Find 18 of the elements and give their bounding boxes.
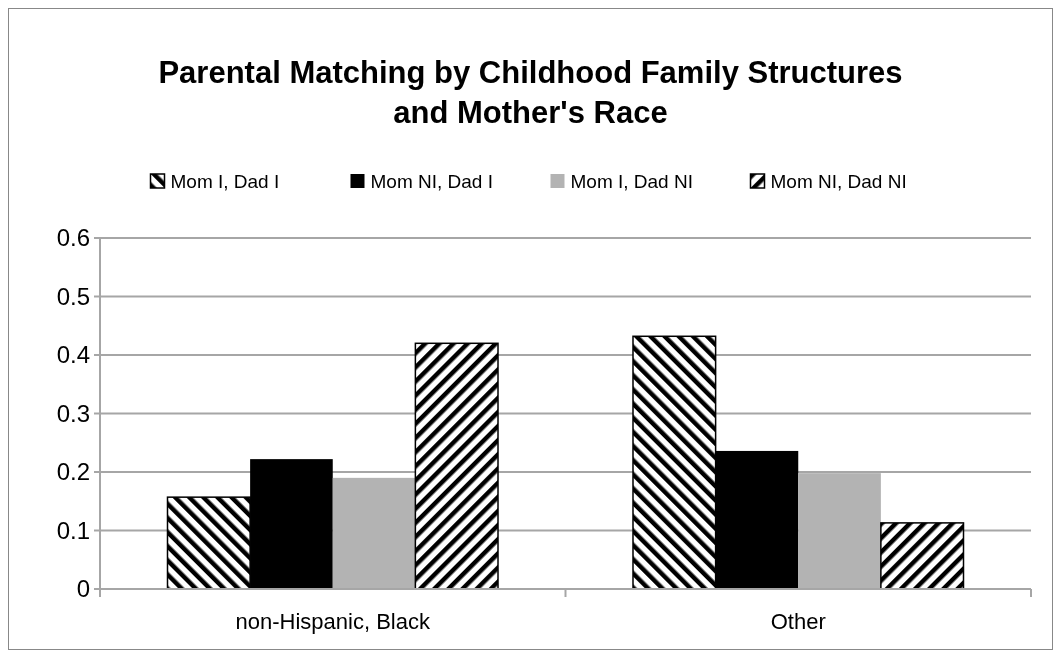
y-tick-label: 0.6 <box>56 224 90 252</box>
legend-label: Mom I, Dad I <box>170 171 280 192</box>
y-tick-label: 0.3 <box>56 399 90 427</box>
y-tick-label: 0.1 <box>56 516 90 544</box>
legend-label: Mom I, Dad NI <box>570 171 693 192</box>
bar <box>798 473 881 589</box>
chart-title: Parental Matching by Childhood Family Structures and Mother's Race <box>158 55 903 130</box>
y-tick-label: 0.5 <box>56 282 90 310</box>
x-tick-label: Other <box>770 609 826 634</box>
y-tick-label: 0 <box>76 575 90 603</box>
bar <box>332 477 416 589</box>
x-tick-label: non-Hispanic, Black <box>235 609 431 634</box>
legend-label: Mom NI, Dad I <box>370 171 493 192</box>
y-tick-label: 0.2 <box>56 458 90 486</box>
bar <box>414 342 499 590</box>
y-tick-label: 0.4 <box>56 341 90 369</box>
legend-label: Mom NI, Dad NI <box>770 171 907 192</box>
bar <box>880 522 965 590</box>
